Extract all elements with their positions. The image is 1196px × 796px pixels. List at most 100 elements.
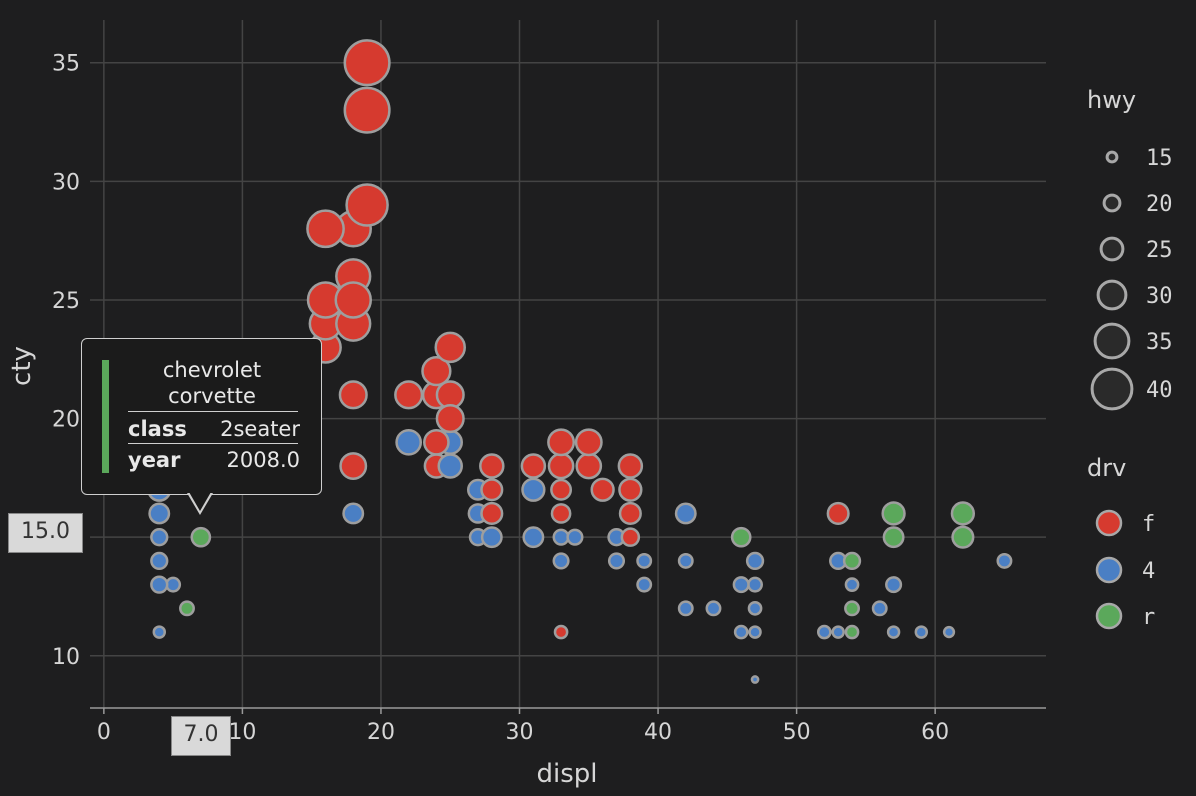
y-tick-label: 35 [52, 52, 80, 77]
data-point [522, 526, 545, 549]
color-legend-label: 4 [1142, 559, 1155, 584]
data-point [343, 86, 391, 134]
tooltip-title-line2: corvette [168, 384, 256, 408]
data-point [844, 600, 860, 617]
y-tick-label: 25 [52, 289, 80, 314]
data-point [150, 528, 169, 547]
data-point [434, 331, 466, 364]
y-tick-label: 20 [52, 408, 80, 433]
size-legend-swatch [1099, 236, 1125, 262]
data-point [636, 552, 653, 569]
data-point [871, 600, 888, 617]
data-point [620, 527, 641, 547]
x-crosshair-badge: 7.0 [171, 716, 231, 756]
data-point [996, 552, 1013, 569]
size-legend-label: 35 [1146, 330, 1173, 355]
data-point [480, 501, 504, 526]
data-point [881, 501, 906, 526]
data-point [816, 624, 832, 640]
data-point [152, 625, 167, 639]
data-point [844, 624, 860, 640]
x-tick-label: 30 [506, 720, 534, 745]
data-point [394, 380, 424, 410]
x-tick-label: 10 [228, 720, 256, 745]
size-legend-swatch [1093, 322, 1131, 360]
data-point [831, 625, 845, 639]
color-legend-title: drv [1087, 454, 1126, 482]
data-point [745, 551, 765, 571]
data-point [342, 502, 365, 525]
data-point [942, 625, 956, 639]
tooltip-title-line1: chevrolet [162, 358, 262, 382]
size-legend-label: 40 [1146, 378, 1173, 403]
data-point [750, 675, 760, 684]
data-point [421, 355, 452, 387]
y-tick-label: 30 [52, 170, 80, 195]
tooltip-key: year [128, 448, 181, 472]
data-point [636, 576, 653, 593]
tooltip-divider [128, 411, 298, 412]
data-point [395, 428, 423, 456]
size-legend-label: 30 [1146, 284, 1173, 309]
data-point [747, 576, 763, 593]
data-point [306, 209, 345, 249]
data-point [842, 551, 862, 571]
y-axis-title: cty [7, 346, 37, 386]
x-tick-label: 20 [367, 720, 395, 745]
data-point [950, 501, 976, 526]
tooltip-key: class [128, 417, 187, 441]
color-legend-swatch [1095, 602, 1123, 630]
color-legend-label: f [1142, 512, 1155, 537]
tooltip-color-bar [102, 360, 109, 473]
size-legend-swatch [1096, 279, 1128, 311]
tooltip-value: 2008.0 [226, 448, 300, 472]
data-point [547, 452, 575, 480]
data-point [748, 625, 762, 639]
data-point [343, 39, 391, 87]
color-legend-label: r [1142, 605, 1155, 630]
x-tick-label: 50 [783, 720, 811, 745]
data-point [338, 380, 368, 410]
y-crosshair-badge: 15.0 [8, 513, 83, 553]
data-point [566, 528, 584, 546]
data-point [844, 577, 860, 592]
legend: hwy drv 15 20 25 30 35 40 f 4 r [1087, 86, 1173, 630]
tooltip-pointer-fill [189, 492, 211, 511]
data-point [733, 624, 749, 640]
x-tick-label: 0 [97, 720, 111, 745]
data-point [553, 624, 569, 640]
data-point [732, 576, 750, 594]
data-point [677, 600, 694, 617]
data-point [914, 625, 929, 639]
color-legend-swatch [1095, 556, 1123, 584]
color-legend-swatch [1095, 509, 1123, 537]
size-legend-label: 20 [1146, 192, 1173, 217]
data-point [747, 601, 763, 616]
data-point [617, 453, 644, 479]
data-point [618, 501, 642, 526]
x-tick-label: 40 [644, 720, 672, 745]
size-legend-label: 25 [1146, 238, 1173, 263]
data-point [550, 478, 573, 501]
data-point [574, 428, 603, 457]
data-point [547, 428, 576, 457]
y-tick-label: 10 [52, 645, 80, 670]
data-point [520, 453, 547, 479]
data-point [150, 551, 169, 571]
data-point [674, 502, 697, 525]
data-point [552, 552, 570, 570]
data-point [826, 501, 850, 526]
data-point [148, 502, 171, 525]
size-legend-label: 15 [1146, 146, 1173, 171]
tooltip-value: 2seater [220, 417, 300, 441]
size-legend-swatch [1090, 367, 1134, 411]
data-point [705, 600, 722, 617]
data-point [552, 528, 570, 546]
size-legend-swatch [1102, 193, 1122, 213]
data-point [885, 576, 903, 594]
data-point [437, 453, 463, 479]
data-point [435, 404, 465, 434]
data-point [677, 552, 694, 569]
data-point [334, 281, 372, 319]
data-point [339, 452, 368, 480]
